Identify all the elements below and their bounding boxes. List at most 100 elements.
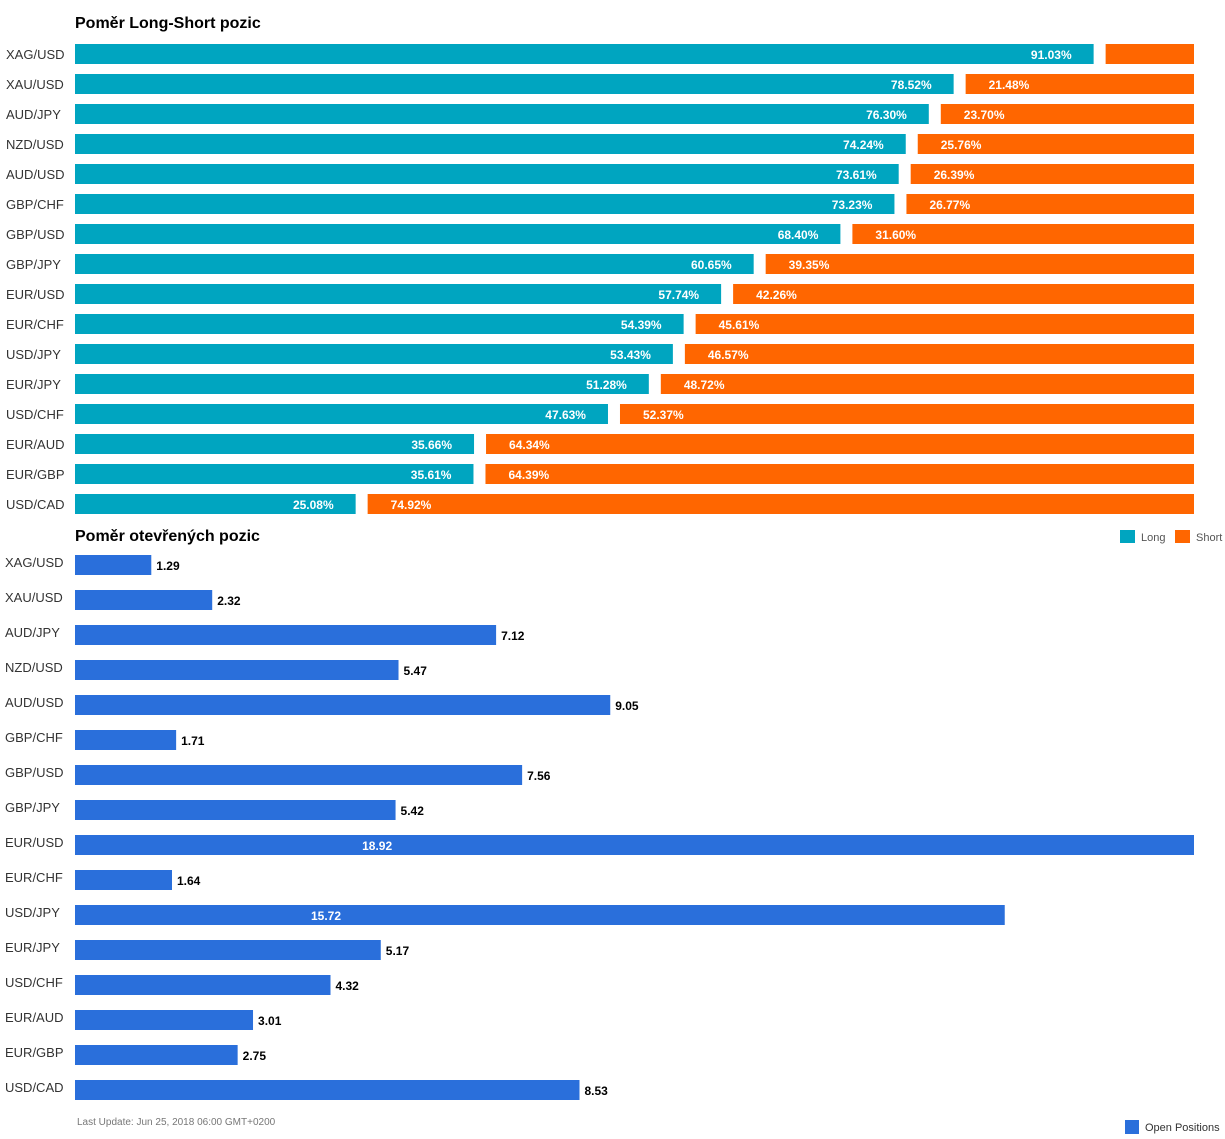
category-label-gbp-chf: GBP/CHF (5, 730, 63, 745)
open-positions-value-label-eur-jpy: 5.17 (386, 944, 410, 958)
open-positions-bar-xag-usd (75, 555, 152, 575)
category-label-gbp-usd: GBP/USD (5, 765, 64, 780)
open-positions-bars: XAG/USD 1.29 XAU/USD 2.32 AUD/JPY 7.12 NZD/USD… (5, 555, 1194, 1100)
last-update-text: Last Update: Jun 25, 2018 06:00 GMT+0200 (77, 1117, 276, 1128)
category-label-gbp-jpy: GBP/JPY (5, 800, 60, 815)
category-label-xau-usd: XAU/USD (5, 590, 63, 605)
category-label-nzd-usd: NZD/USD (6, 137, 64, 152)
short-value-label-aud-usd: 26.39% (934, 168, 975, 182)
short-value-label-gbp-usd: 31.60% (875, 228, 916, 242)
short-value-label-usd-chf: 52.37% (643, 408, 684, 422)
category-label-usd-chf: USD/CHF (5, 975, 63, 990)
long-bar-xag-usd (75, 44, 1094, 64)
long-bar-nzd-usd (75, 134, 906, 154)
long-value-label-aud-jpy: 76.30% (866, 108, 907, 122)
open-positions-value-label-eur-usd: 18.92 (362, 839, 392, 853)
open-positions-value-label-gbp-usd: 7.56 (527, 769, 551, 783)
category-label-gbp-usd: GBP/USD (6, 227, 65, 242)
category-label-xag-usd: XAG/USD (6, 47, 65, 62)
open-positions-value-label-gbp-jpy: 5.42 (401, 804, 425, 818)
open-positions-bar-eur-usd (75, 835, 1194, 855)
category-label-xag-usd: XAG/USD (5, 555, 64, 570)
short-bar-aud-jpy (940, 104, 1194, 124)
long-value-label-eur-chf: 54.39% (621, 318, 662, 332)
open-positions-value-label-usd-chf: 4.32 (336, 979, 360, 993)
long-value-label-xau-usd: 78.52% (891, 78, 932, 92)
long-value-label-nzd-usd: 74.24% (843, 138, 884, 152)
long-value-label-usd-chf: 47.63% (545, 408, 586, 422)
open-positions-bar-eur-chf (75, 870, 172, 890)
category-label-usd-cad: USD/CAD (5, 1080, 64, 1095)
short-bar-eur-gbp (485, 464, 1194, 484)
legend-swatch-short (1175, 530, 1190, 543)
category-label-eur-aud: EUR/AUD (6, 437, 65, 452)
open-positions-value-label-usd-jpy: 15.72 (311, 909, 341, 923)
long-bar-usd-cad (75, 494, 356, 514)
short-bar-nzd-usd (917, 134, 1194, 154)
category-label-gbp-jpy: GBP/JPY (6, 257, 61, 272)
long-value-label-xag-usd: 91.03% (1031, 48, 1072, 62)
long-bar-eur-usd (75, 284, 722, 304)
short-value-label-eur-chf: 45.61% (719, 318, 760, 332)
short-bar-eur-jpy (660, 374, 1194, 394)
open-positions-bar-aud-usd (75, 695, 611, 715)
category-label-eur-aud: EUR/AUD (5, 1010, 64, 1025)
open-positions-value-label-nzd-usd: 5.47 (404, 664, 428, 678)
long-short-bars: XAG/USD 91.03% XAU/USD 78.52% 21.48% AUD/JPY 7… (6, 44, 1194, 514)
category-label-aud-usd: AUD/USD (5, 695, 64, 710)
short-bar-eur-usd (733, 284, 1194, 304)
open-positions-bar-aud-jpy (75, 625, 497, 645)
short-value-label-xau-usd: 21.48% (989, 78, 1030, 92)
category-label-usd-jpy: USD/JPY (6, 347, 61, 362)
category-label-aud-jpy: AUD/JPY (6, 107, 61, 122)
chart-title-open-positions: Poměr otevřených pozic (75, 528, 260, 545)
open-positions-value-label-eur-chf: 1.64 (177, 874, 201, 888)
long-bar-aud-usd (75, 164, 899, 184)
category-label-usd-jpy: USD/JPY (5, 905, 60, 920)
open-positions-bar-xau-usd (75, 590, 213, 610)
long-bar-aud-jpy (75, 104, 929, 124)
short-value-label-gbp-jpy: 39.35% (789, 258, 830, 272)
category-label-eur-gbp: EUR/GBP (6, 467, 65, 482)
legend-label-short: Short (1196, 532, 1222, 544)
long-bar-usd-jpy (75, 344, 673, 364)
open-positions-bar-eur-jpy (75, 940, 381, 960)
category-label-eur-usd: EUR/USD (6, 287, 65, 302)
long-value-label-usd-jpy: 53.43% (610, 348, 651, 362)
short-value-label-eur-usd: 42.26% (756, 288, 797, 302)
category-label-eur-chf: EUR/CHF (6, 317, 64, 332)
open-positions-value-label-eur-gbp: 2.75 (243, 1049, 267, 1063)
short-bar-eur-aud (486, 434, 1194, 454)
open-positions-value-label-aud-jpy: 7.12 (501, 629, 525, 643)
open-positions-bar-eur-aud (75, 1010, 254, 1030)
short-value-label-usd-jpy: 46.57% (708, 348, 749, 362)
short-bar-gbp-chf (906, 194, 1194, 214)
long-value-label-aud-usd: 73.61% (836, 168, 877, 182)
legend-swatch-open-positions (1125, 1120, 1139, 1134)
category-label-eur-jpy: EUR/JPY (5, 940, 60, 955)
long-value-label-gbp-jpy: 60.65% (691, 258, 732, 272)
short-bar-gbp-usd (852, 224, 1194, 244)
short-value-label-gbp-chf: 26.77% (929, 198, 970, 212)
short-bar-xau-usd (965, 74, 1194, 94)
open-positions-value-label-eur-aud: 3.01 (258, 1014, 282, 1028)
category-label-nzd-usd: NZD/USD (5, 660, 63, 675)
open-positions-value-label-usd-cad: 8.53 (584, 1084, 608, 1098)
short-value-label-nzd-usd: 25.76% (941, 138, 982, 152)
long-bar-gbp-jpy (75, 254, 754, 274)
short-bar-eur-chf (695, 314, 1194, 334)
long-bar-eur-aud (75, 434, 475, 454)
category-label-eur-chf: EUR/CHF (5, 870, 63, 885)
short-value-label-usd-cad: 74.92% (391, 498, 432, 512)
open-positions-bar-usd-cad (75, 1080, 580, 1100)
long-bar-gbp-usd (75, 224, 841, 244)
long-short-chart: Poměr Long-Short pozic XAG/USD 91.03% XAU/… (6, 15, 1194, 514)
open-positions-bar-gbp-jpy (75, 800, 396, 820)
category-label-usd-cad: USD/CAD (6, 497, 65, 512)
open-positions-value-label-aud-usd: 9.05 (615, 699, 639, 713)
short-value-label-eur-gbp: 64.39% (508, 468, 549, 482)
category-label-aud-usd: AUD/USD (6, 167, 65, 182)
open-positions-bar-usd-chf (75, 975, 331, 995)
open-positions-bar-usd-jpy (75, 905, 1005, 925)
